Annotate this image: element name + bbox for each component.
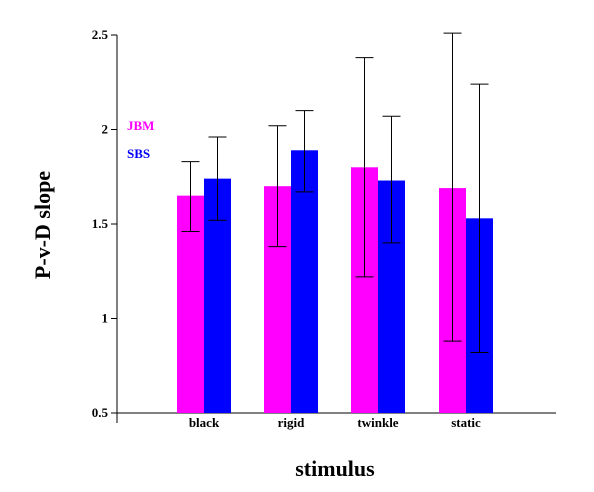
error-bars [181,32,489,354]
y-tick-labels: 0.5 1 1.5 2 2.5 [92,27,109,420]
y-tick-label: 2 [102,122,109,137]
y-tick-label: 0.5 [92,405,109,420]
legend-entry-sbs: SBS [127,146,150,161]
x-tick-label: static [451,415,481,430]
x-tick-labels: black rigid twinkle static [189,415,481,430]
x-tick-label: black [189,415,220,430]
y-tick-label: 2.5 [92,27,109,42]
bar-sbs-rigid [291,150,318,414]
legend-entry-jbm: JBM [127,118,154,133]
x-tick-label: twinkle [357,415,398,430]
y-axis-label: P-v-D slope [30,171,55,279]
bars [177,150,493,414]
x-tick-label: rigid [278,415,305,430]
x-axis-label: stimulus [295,456,375,481]
legend: JBM SBS [127,118,154,161]
y-tick-label: 1 [102,311,109,326]
y-tick-label: 1.5 [92,216,109,231]
